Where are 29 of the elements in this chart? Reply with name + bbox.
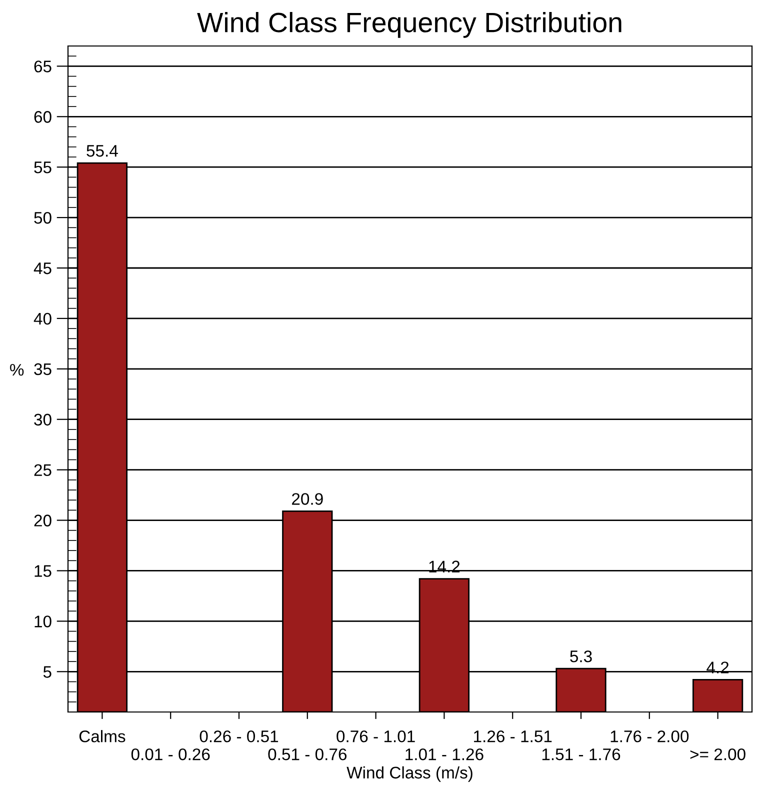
- y-tick-label: 5: [43, 666, 52, 678]
- x-tick-label: 1.76 - 2.00: [610, 730, 689, 742]
- data-label: 20.9: [292, 493, 323, 505]
- x-tick-label: 1.01 - 1.26: [406, 748, 484, 760]
- data-label: 55.4: [86, 145, 118, 157]
- y-tick-label: 45: [34, 262, 52, 274]
- x-tick-label: Calms: [79, 730, 126, 742]
- y-tick-label: 30: [34, 414, 52, 426]
- y-tick-label: 50: [34, 212, 52, 224]
- y-tick-label: 35: [34, 363, 52, 376]
- data-label: 5.3: [570, 650, 592, 662]
- x-axis-title: Wind Class (m/s): [346, 766, 472, 782]
- x-tick-label: 0.76 - 1.01: [336, 730, 415, 742]
- chart-title: Wind Class Frequency Distribution: [197, 12, 622, 38]
- y-tick-label: 60: [34, 111, 52, 123]
- x-tick-label: 0.51 - 0.76: [268, 748, 347, 760]
- x-tick-label: 0.01 - 0.26: [131, 748, 210, 760]
- y-axis-title: %: [10, 364, 24, 376]
- x-tick-label: 0.26 - 0.51: [200, 730, 278, 742]
- y-tick-label: 15: [34, 565, 52, 577]
- y-tick-label: 10: [34, 616, 52, 628]
- y-tick-label: 20: [34, 514, 52, 526]
- x-tick-label: >= 2.00: [690, 748, 746, 760]
- y-tick-label: 55: [34, 162, 52, 174]
- x-tick-label: 1.51 - 1.76: [542, 748, 620, 760]
- y-tick-label: 40: [34, 312, 52, 325]
- y-tick-label: 65: [34, 60, 52, 72]
- x-tick-label: 1.26 - 1.51: [474, 730, 552, 742]
- y-tick-label: 25: [34, 464, 52, 476]
